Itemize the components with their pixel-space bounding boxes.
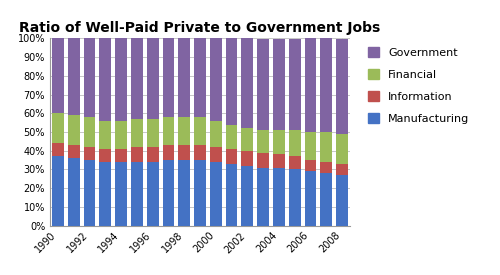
Bar <box>178 39 190 117</box>
Bar <box>273 167 285 226</box>
Bar <box>210 121 222 147</box>
Bar <box>178 145 190 160</box>
Bar <box>304 171 316 225</box>
Bar <box>242 151 254 166</box>
Bar <box>68 158 80 226</box>
Bar <box>100 149 111 162</box>
Bar <box>336 134 348 164</box>
Bar <box>194 117 206 145</box>
Bar <box>257 130 269 153</box>
Legend: Government, Financial, Information, Manufacturing: Government, Financial, Information, Manu… <box>364 44 472 127</box>
Bar <box>68 145 80 158</box>
Bar <box>336 39 348 134</box>
Bar <box>242 39 254 128</box>
Bar <box>289 130 300 156</box>
Bar <box>289 156 300 169</box>
Bar <box>115 149 127 162</box>
Bar <box>84 147 96 160</box>
Bar <box>115 39 127 121</box>
Bar <box>146 162 158 226</box>
Bar <box>146 147 158 162</box>
Bar <box>304 39 316 132</box>
Bar <box>131 162 143 226</box>
Bar <box>52 156 64 226</box>
Bar <box>320 39 332 132</box>
Bar <box>194 39 206 117</box>
Bar <box>320 162 332 173</box>
Bar <box>146 119 158 147</box>
Bar <box>210 147 222 162</box>
Bar <box>84 160 96 226</box>
Bar <box>84 117 96 147</box>
Bar <box>273 39 285 130</box>
Bar <box>257 167 269 226</box>
Bar <box>242 166 254 225</box>
Bar <box>52 113 64 143</box>
Bar <box>131 147 143 162</box>
Bar <box>131 119 143 147</box>
Bar <box>131 39 143 119</box>
Bar <box>194 160 206 226</box>
Bar <box>194 145 206 160</box>
Bar <box>162 39 174 117</box>
Bar <box>257 153 269 167</box>
Bar <box>320 173 332 226</box>
Bar <box>226 164 237 226</box>
Bar <box>52 143 64 156</box>
Bar <box>115 162 127 226</box>
Bar <box>304 132 316 160</box>
Bar <box>52 39 64 113</box>
Bar <box>273 130 285 155</box>
Bar <box>210 162 222 226</box>
Bar <box>210 39 222 121</box>
Bar <box>162 117 174 145</box>
Bar <box>242 128 254 151</box>
Bar <box>257 39 269 130</box>
Bar <box>178 117 190 145</box>
Bar <box>226 39 237 125</box>
Bar <box>146 39 158 119</box>
Bar <box>162 160 174 226</box>
Bar <box>289 39 300 130</box>
Bar <box>100 162 111 226</box>
Bar <box>320 132 332 162</box>
Bar <box>289 169 300 226</box>
Bar <box>178 160 190 226</box>
Bar <box>226 125 237 149</box>
Bar <box>100 39 111 121</box>
Bar <box>68 115 80 145</box>
Bar <box>162 145 174 160</box>
Bar <box>336 164 348 175</box>
Bar <box>100 121 111 149</box>
Bar <box>84 39 96 117</box>
Bar <box>226 149 237 164</box>
Bar <box>304 160 316 171</box>
Bar <box>115 121 127 149</box>
Title: Ratio of Well-Paid Private to Government Jobs: Ratio of Well-Paid Private to Government… <box>20 21 380 35</box>
Bar <box>68 39 80 115</box>
Bar <box>336 175 348 226</box>
Bar <box>273 155 285 167</box>
